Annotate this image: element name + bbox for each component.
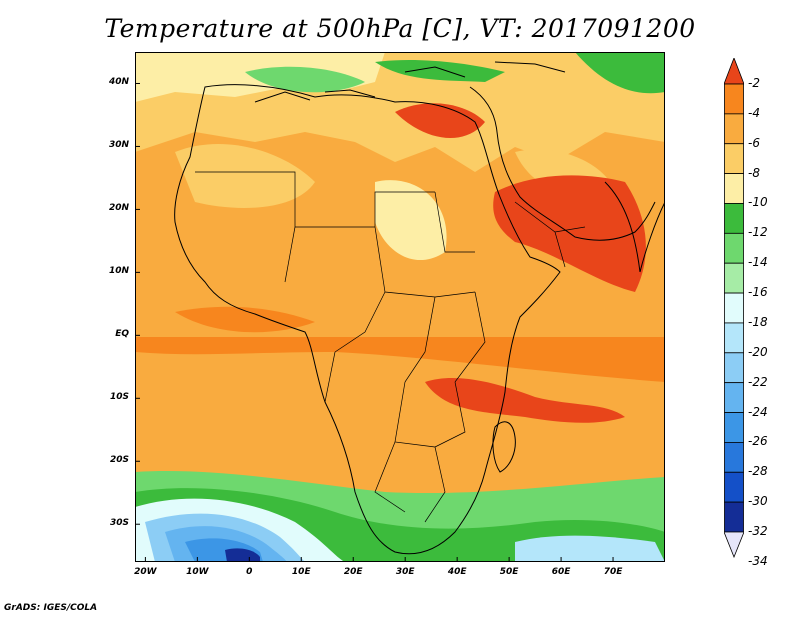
field-warm-levant — [395, 103, 485, 139]
colorbar-swatch — [724, 471, 744, 503]
field-green-northeast — [575, 52, 665, 94]
madagascar-coast — [492, 421, 516, 473]
map-title: Temperature at 500hPa [C], VT: 201709120… — [104, 14, 696, 43]
borders-arabia — [514, 201, 586, 268]
colorbar-label: -24 — [748, 404, 768, 419]
lat-label: EQ — [115, 329, 129, 340]
colorbar-swatch — [724, 412, 744, 443]
colorbar-label: -26 — [748, 434, 768, 449]
colorbar-label: -2 — [748, 76, 760, 90]
map-frame — [135, 52, 665, 562]
field-warm-arabia — [493, 175, 646, 292]
colorbar-label: -22 — [748, 374, 768, 389]
africa-coast — [174, 84, 561, 555]
colorbar-swatch — [724, 501, 744, 533]
arabia-coast — [469, 86, 656, 241]
colorbar-label: -8 — [748, 165, 760, 180]
colorbar-label: -14 — [748, 255, 768, 270]
lon-label: 10E — [291, 567, 311, 577]
field-warm-southeast — [425, 377, 625, 423]
colorbar-label: -34 — [748, 553, 768, 568]
lat-label: 30S — [109, 518, 129, 529]
axis-ticks — [135, 82, 614, 562]
colorbar-swatch — [724, 441, 744, 473]
field-warm-atlantic — [175, 306, 315, 333]
colorbar-swatch — [724, 352, 744, 384]
field-green-mediterranean — [245, 66, 365, 93]
colorbar-swatch — [724, 113, 744, 145]
field-sahara-east — [375, 180, 447, 261]
colorbar-label: -18 — [748, 314, 768, 329]
colorbar-bottom-arrow — [724, 531, 744, 558]
lat-label: 10N — [108, 266, 129, 277]
colorbar-label: -10 — [748, 195, 768, 210]
colorbar-swatch — [724, 292, 744, 324]
colorbar-swatch — [724, 262, 744, 294]
colorbar-swatch — [724, 143, 744, 174]
country-borders — [195, 171, 586, 523]
lon-label: 20W — [134, 567, 157, 577]
colorbar-swatch — [724, 203, 744, 234]
lon-label: 30E — [395, 567, 415, 577]
colorbar-bar — [724, 58, 744, 558]
lat-label: 20S — [109, 455, 129, 466]
lon-label: 10W — [186, 567, 209, 577]
credit-footer: GrADS: IGES/COLA — [4, 603, 98, 613]
colorbar-swatch — [724, 382, 744, 413]
lat-label: 40N — [108, 77, 129, 88]
lon-label: 40E — [447, 567, 467, 577]
india-coast — [604, 181, 665, 273]
map-canvas — [135, 52, 665, 562]
lat-label: 30N — [108, 140, 129, 151]
colorbar-label: -28 — [748, 464, 768, 479]
field-warm-equatorial — [135, 337, 665, 382]
colorbar-label: -4 — [748, 105, 760, 120]
temperature-map — [135, 52, 665, 562]
borders-africa — [195, 171, 486, 523]
lon-label: 60E — [551, 567, 571, 577]
colorbar-label: -12 — [748, 225, 768, 240]
colorbar-swatch — [724, 322, 744, 354]
colorbar-swatch — [724, 83, 744, 115]
field-cold-32 — [225, 548, 260, 562]
field-sahara-west — [175, 143, 315, 208]
lon-label: 0 — [246, 567, 253, 577]
colorbar-swatch — [724, 232, 744, 264]
colorbar-label: -6 — [748, 135, 760, 150]
field-green-north — [375, 60, 505, 82]
colorbar-top-arrow — [724, 58, 744, 85]
lon-label: 50E — [499, 567, 519, 577]
colorbar-label: -20 — [748, 344, 768, 359]
field-cold-southeast — [515, 535, 665, 562]
colorbar-swatch — [724, 173, 744, 204]
colorbar-label: -16 — [748, 285, 768, 300]
lat-label: 10S — [109, 392, 129, 403]
colorbar-label: -30 — [748, 494, 768, 509]
colorbar-label: -32 — [748, 524, 768, 538]
lon-label: 70E — [603, 567, 623, 577]
mediterranean-coast — [254, 61, 566, 103]
lat-label: 20N — [108, 203, 129, 214]
lon-label: 20E — [343, 567, 363, 577]
coastlines — [174, 61, 665, 555]
